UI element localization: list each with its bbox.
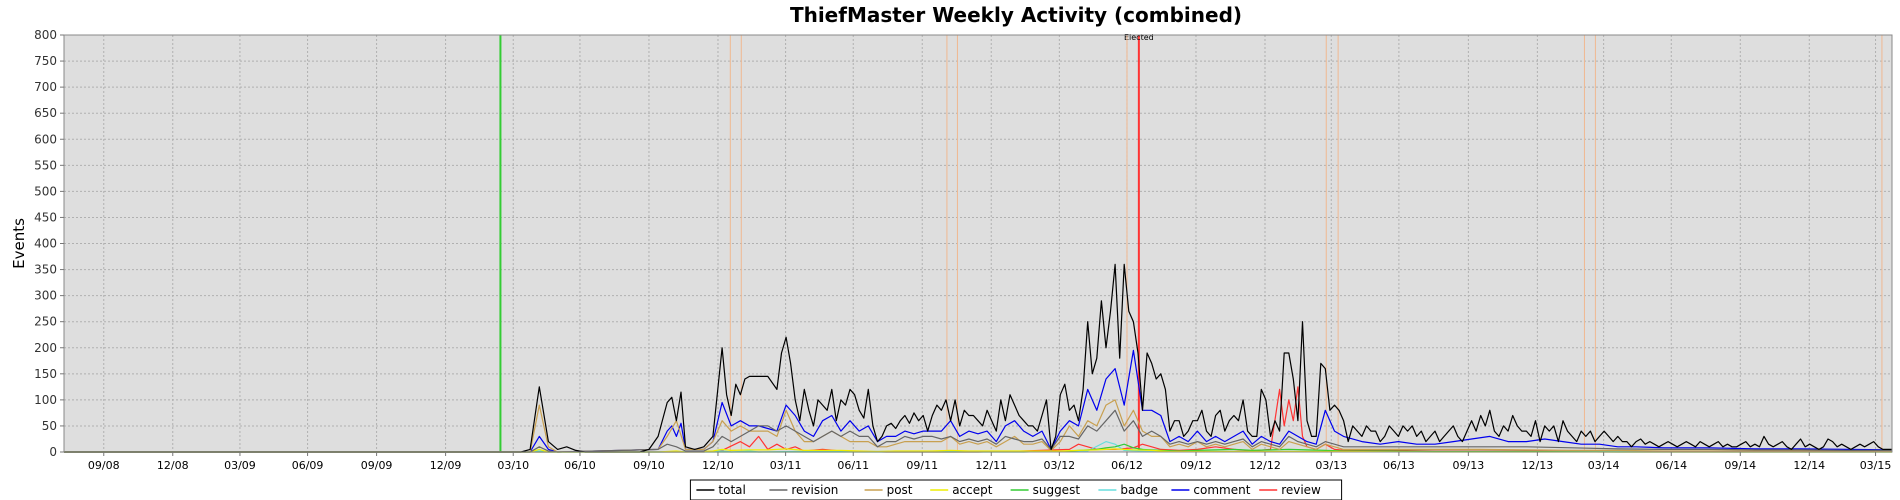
x-tick-label: 12/11 <box>975 459 1007 472</box>
x-tick-label: 03/10 <box>497 459 529 472</box>
y-tick-label: 800 <box>34 28 57 42</box>
y-tick-label: 400 <box>34 237 57 251</box>
x-tick-label: 03/14 <box>1588 459 1620 472</box>
x-tick-label: 03/12 <box>1043 459 1075 472</box>
x-tick-label: 12/13 <box>1522 459 1554 472</box>
y-tick-label: 550 <box>34 158 57 172</box>
annotation-label: Elected <box>1124 33 1154 42</box>
y-tick-label: 250 <box>34 315 57 329</box>
x-axis-ticks: 09/08 12/08 03/09 06/09 09/09 12/09 03/10 06/10… <box>88 452 1891 472</box>
x-tick-label: 09/12 <box>1180 459 1212 472</box>
x-tick-label: 03/13 <box>1315 459 1347 472</box>
y-tick-label: 0 <box>49 445 57 459</box>
y-tick-label: 300 <box>34 289 57 303</box>
y-tick-label: 700 <box>34 80 57 94</box>
series-line-revision <box>64 409 1892 453</box>
x-tick-label: 09/14 <box>1724 459 1756 472</box>
x-tick-label: 06/11 <box>837 459 869 472</box>
x-tick-label: 09/09 <box>361 459 393 472</box>
y-tick-label: 650 <box>34 106 57 120</box>
y-tick-label: 500 <box>34 184 57 198</box>
series-line-post <box>64 399 1892 453</box>
legend-label-suggest: suggest <box>1033 483 1081 497</box>
y-tick-label: 350 <box>34 263 57 277</box>
series-lines <box>64 263 1893 453</box>
y-axis-label: Events <box>10 218 28 269</box>
x-tick-label: 06/14 <box>1655 459 1687 472</box>
legend-label-accept: accept <box>952 483 993 497</box>
y-tick-label: 150 <box>34 367 57 381</box>
x-tick-label: 06/13 <box>1383 459 1415 472</box>
y-tick-label: 50 <box>42 419 57 433</box>
y-tick-label: 450 <box>34 210 57 224</box>
x-tick-label: 12/14 <box>1793 459 1825 472</box>
series-line-total <box>64 263 1892 453</box>
grid <box>64 35 1892 452</box>
x-tick-label: 12/10 <box>702 459 734 472</box>
legend-label-post: post <box>887 483 913 497</box>
x-tick-label: 12/08 <box>157 459 189 472</box>
x-tick-label: 09/11 <box>906 459 938 472</box>
legend: total revision post accept suggest badge comme… <box>689 479 1343 500</box>
x-tick-label: 12/12 <box>1249 459 1281 472</box>
y-tick-label: 100 <box>34 393 57 407</box>
legend-label-revision: revision <box>791 483 838 497</box>
y-tick-label: 200 <box>34 341 57 355</box>
x-tick-label: 03/11 <box>770 459 802 472</box>
x-tick-label: 06/12 <box>1111 459 1143 472</box>
x-tick-label: 12/09 <box>430 459 462 472</box>
x-tick-label: 03/09 <box>224 459 256 472</box>
x-tick-label: 09/13 <box>1453 459 1485 472</box>
x-tick-label: 09/08 <box>88 459 120 472</box>
legend-label-badge: badge <box>1120 483 1158 497</box>
y-axis-ticks: 0 50 100 150 200 250 300 350 400 450 500 550 600 650 7… <box>34 28 64 459</box>
x-tick-label: 06/10 <box>564 459 596 472</box>
legend-label-comment: comment <box>1193 483 1250 497</box>
chart-title: ThiefMaster Weekly Activity (combined) <box>790 3 1242 27</box>
x-tick-label: 06/09 <box>292 459 324 472</box>
y-tick-label: 750 <box>34 54 57 68</box>
x-tick-label: 09/10 <box>633 459 665 472</box>
y-tick-label: 600 <box>34 132 57 146</box>
legend-label-total: total <box>718 483 745 497</box>
x-tick-label: 03/15 <box>1860 459 1892 472</box>
legend-label-review: review <box>1281 483 1321 497</box>
